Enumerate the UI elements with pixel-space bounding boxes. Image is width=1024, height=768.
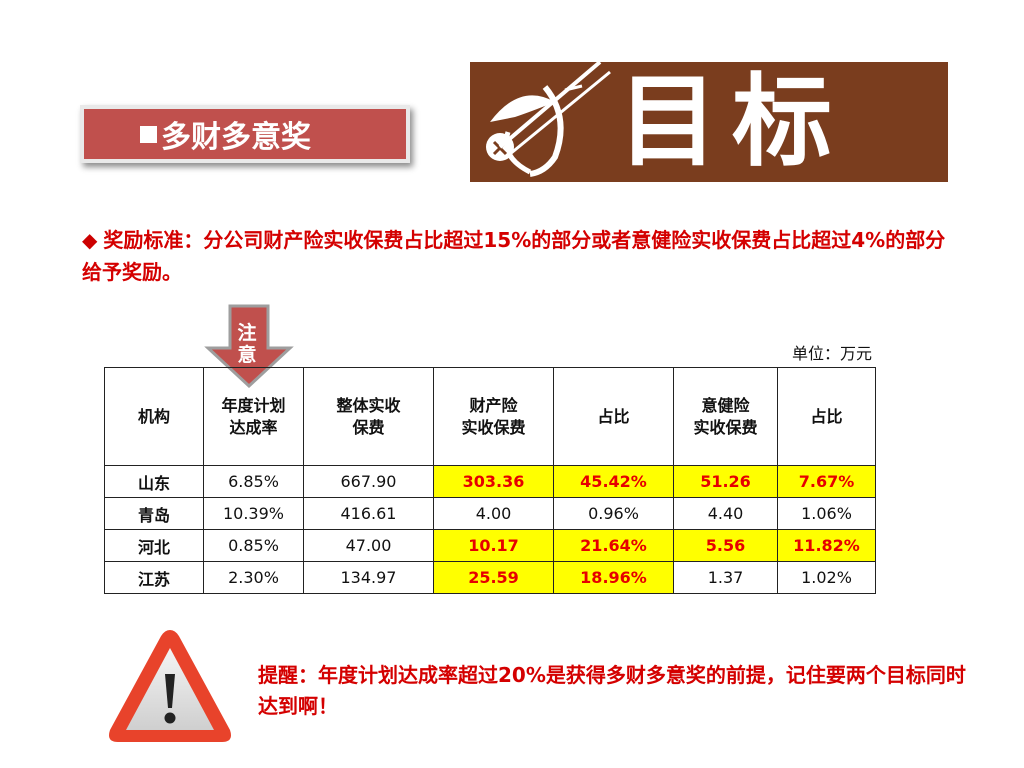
table-row: 江苏 2.30% 134.97 25.59 18.96% 1.37 1.02% [104,561,876,594]
section-title-text: 多财多意奖 [161,120,311,155]
cell: 4.40 [673,497,778,530]
cell: 1.06% [777,497,876,530]
note-label-line1: 注 [237,322,257,344]
cell: 10.39% [203,497,304,530]
cell-highlight: 11.82% [777,529,876,562]
diamond-bullet-icon: ◆ [82,228,98,252]
cell-org: 山东 [104,465,204,498]
cell-highlight: 10.17 [433,529,554,562]
header-plan-rate: 年度计划 达成率 [203,367,304,466]
cell: 6.85% [203,465,304,498]
cell-highlight: 5.56 [673,529,778,562]
cell-org: 江苏 [104,561,204,594]
cell-org: 河北 [104,529,204,562]
table-row: 河北 0.85% 47.00 10.17 21.64% 5.56 11.82% [104,529,876,562]
cell: 1.02% [777,561,876,594]
cell: 416.61 [303,497,434,530]
goal-banner: 目标 [470,62,948,182]
cell: 134.97 [303,561,434,594]
note-label: 注 意 [229,322,265,366]
header-total-premium: 整体实收 保费 [303,367,434,466]
dart-target-icon [486,62,611,177]
table-header-row: 机构 年度计划 达成率 整体实收 保费 财产险 实收保费 占比 意健险 实收保费 占比 [104,367,876,466]
section-title: 多财多意奖 [80,105,410,163]
table-row: 青岛 10.39% 416.61 4.00 0.96% 4.40 1.06% [104,497,876,530]
cell: 47.00 [303,529,434,562]
award-standard: ◆ 奖励标准：分公司财产险实收保费占比超过15%的部分或者意健险实收保费占比超过4… [82,224,952,288]
cell: 0.96% [553,497,674,530]
cell-highlight: 303.36 [433,465,554,498]
cell: 0.85% [203,529,304,562]
unit-label: 单位：万元 [791,344,872,363]
warning-triangle-icon [109,630,231,742]
table-row: 山东 6.85% 667.90 303.36 45.42% 51.26 7.67… [104,465,876,498]
header-property-share: 占比 [553,367,674,466]
bonus-table: 机构 年度计划 达成率 整体实收 保费 财产险 实收保费 占比 意健险 实收保费 占比 … [104,367,876,594]
header-health-share: 占比 [777,367,876,466]
cell-highlight: 45.42% [553,465,674,498]
cell-highlight: 7.67% [777,465,876,498]
header-org: 机构 [104,367,204,466]
award-standard-text: 奖励标准：分公司财产险实收保费占比超过15%的部分或者意健险实收保费占比超过4%… [82,228,946,284]
cell: 1.37 [673,561,778,594]
banner-text: 目标 [618,63,846,180]
square-bullet-icon [140,125,157,143]
cell: 2.30% [203,561,304,594]
cell-highlight: 18.96% [553,561,674,594]
cell-highlight: 21.64% [553,529,674,562]
cell-highlight: 51.26 [673,465,778,498]
cell: 4.00 [433,497,554,530]
reminder-text: 提醒：年度计划达成率超过20%是获得多财多意奖的前提，记住要两个目标同时达到啊！ [258,663,966,718]
cell-highlight: 25.59 [433,561,554,594]
note-label-line2: 意 [237,344,257,366]
cell: 667.90 [303,465,434,498]
cell-org: 青岛 [104,497,204,530]
header-property-premium: 财产险 实收保费 [433,367,554,466]
header-health-premium: 意健险 实收保费 [673,367,778,466]
